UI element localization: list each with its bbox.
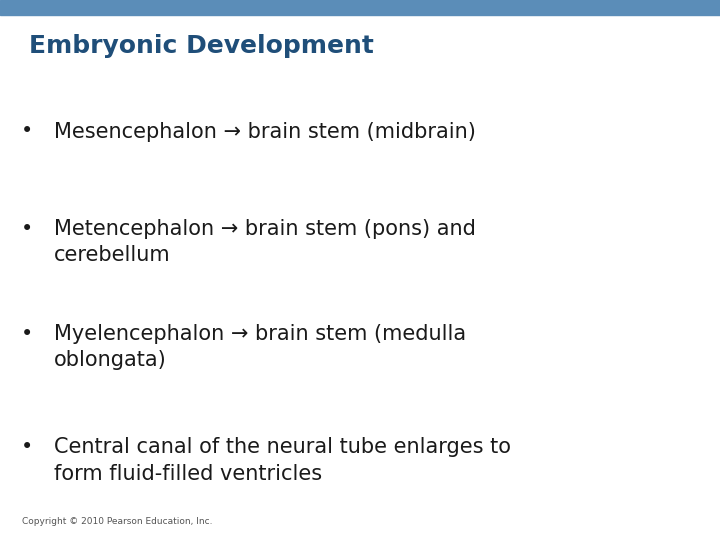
Text: Mesencephalon → brain stem (midbrain): Mesencephalon → brain stem (midbrain) <box>54 122 476 141</box>
Text: •: • <box>21 324 34 344</box>
Text: Copyright © 2010 Pearson Education, Inc.: Copyright © 2010 Pearson Education, Inc. <box>22 517 212 526</box>
Text: Metencephalon → brain stem (pons) and
cerebellum: Metencephalon → brain stem (pons) and ce… <box>54 219 476 265</box>
Text: •: • <box>21 219 34 239</box>
Text: •: • <box>21 437 34 457</box>
Text: Myelencephalon → brain stem (medulla
oblongata): Myelencephalon → brain stem (medulla obl… <box>54 324 466 370</box>
Text: •: • <box>21 122 34 141</box>
Text: Embryonic Development: Embryonic Development <box>29 34 374 58</box>
Text: Central canal of the neural tube enlarges to
form fluid-filled ventricles: Central canal of the neural tube enlarge… <box>54 437 511 484</box>
